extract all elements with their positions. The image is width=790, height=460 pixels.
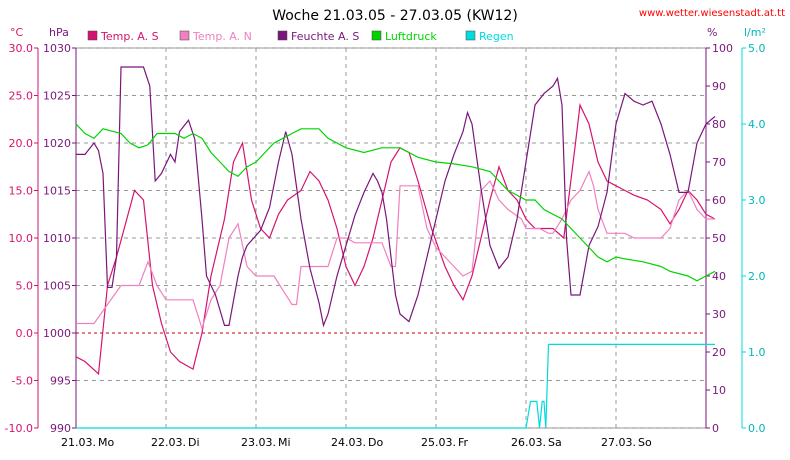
humidity-tick-label: 90	[712, 80, 726, 93]
x-tick-day: Fr	[458, 436, 469, 449]
humidity-tick-label: 80	[712, 118, 726, 131]
temperature-tick-label: 25.0	[9, 90, 34, 103]
humidity-tick-label: 40	[712, 270, 726, 283]
x-tick-date: 26.03.	[511, 436, 546, 449]
pressure-tick-label: 995	[50, 375, 71, 388]
chart-title: Woche 21.03.05 - 27.03.05 (KW12)	[272, 8, 518, 24]
temperature-tick-label: 10.0	[9, 232, 34, 245]
legend-label-rain: Regen	[479, 30, 514, 43]
legend: Temp. A. S Temp. A. N Feuchte A. S Luftdruc…	[87, 30, 514, 43]
humidity-tick-label: 60	[712, 194, 726, 207]
temperature-tick-label: 5.0	[16, 280, 34, 293]
pressure-tick-label: 1020	[43, 137, 71, 150]
temperature-tick-label: 15.0	[9, 185, 34, 198]
x-tick-day: Do	[368, 436, 383, 449]
pressure-tick-label: 1015	[43, 185, 71, 198]
rain-tick-label: 0.0	[748, 422, 766, 435]
pressure-tick-label: 1005	[43, 280, 71, 293]
source-url[interactable]: www.wetter.wiesenstadt.at.tt	[639, 8, 785, 19]
legend-swatch-temp_n	[179, 30, 190, 41]
x-tick-date: 25.03.	[421, 436, 456, 449]
axis-units: °C hPa % l/m²	[10, 26, 766, 39]
humidity-tick-label: 30	[712, 308, 726, 321]
pressure-tick-label: 1000	[43, 327, 71, 340]
pressure-tick-label: 1030	[43, 42, 71, 55]
x-tick-day: Sa	[548, 436, 562, 449]
temperature-tick-label: 30.0	[9, 42, 34, 55]
rain-tick-label: 1.0	[748, 346, 766, 359]
legend-swatch-humidity	[277, 30, 288, 41]
pressure-tick-label: 990	[50, 422, 71, 435]
temperature-tick-label: 0.0	[16, 327, 34, 340]
series-line-rain	[76, 343, 715, 429]
legend-label-humidity: Feuchte A. S	[291, 30, 359, 43]
humidity-tick-label: 100	[712, 42, 733, 55]
pressure-unit: hPa	[49, 26, 69, 39]
rain-tick-label: 3.0	[748, 194, 766, 207]
humidity-tick-label: 10	[712, 384, 726, 397]
series-line-temp_s	[75, 102, 716, 376]
legend-label-temp_s: Temp. A. S	[100, 30, 159, 43]
pressure-tick-label: 1010	[43, 232, 71, 245]
x-tick-day: Di	[188, 436, 200, 449]
temperature-tick-label: -10.0	[5, 422, 33, 435]
legend-label-pressure: Luftdruck	[385, 30, 437, 43]
x-tick-date: 23.03.	[241, 436, 276, 449]
humidity-unit: %	[707, 26, 717, 39]
series-line-pressure	[75, 123, 716, 282]
x-tick-date: 27.03.	[601, 436, 636, 449]
rain-tick-label: 5.0	[748, 42, 766, 55]
x-tick-date: 24.03.	[331, 436, 366, 449]
humidity-tick-label: 0	[712, 422, 719, 435]
rain-unit: l/m²	[744, 26, 766, 39]
x-tick-day: Mo	[98, 436, 114, 449]
temperature-tick-label: -5.0	[12, 375, 33, 388]
humidity-tick-label: 70	[712, 156, 726, 169]
grid	[75, 47, 707, 429]
legend-swatch-rain	[465, 30, 476, 41]
x-tick-date: 22.03.	[151, 436, 186, 449]
legend-label-temp_n: Temp. A. N	[192, 30, 252, 43]
temperature-tick-label: 20.0	[9, 137, 34, 150]
temperature-unit: °C	[10, 26, 24, 39]
series-line-humidity	[76, 66, 716, 328]
humidity-tick-label: 50	[712, 232, 726, 245]
rain-tick-label: 2.0	[748, 270, 766, 283]
x-tick-day: Mi	[278, 436, 291, 449]
legend-swatch-pressure	[371, 30, 382, 41]
x-tick-date: 21.03.	[61, 436, 96, 449]
rain-tick-label: 4.0	[748, 118, 766, 131]
series-lines	[75, 66, 716, 429]
pressure-tick-label: 1025	[43, 90, 71, 103]
x-tick-day: So	[638, 436, 652, 449]
tick-labels: 30.025.020.015.010.05.00.0-5.0-10.010301…	[5, 42, 766, 449]
legend-swatch-temp_s	[87, 30, 98, 41]
humidity-tick-label: 20	[712, 346, 726, 359]
axes	[34, 47, 746, 429]
series-line-temp_n	[76, 169, 715, 331]
